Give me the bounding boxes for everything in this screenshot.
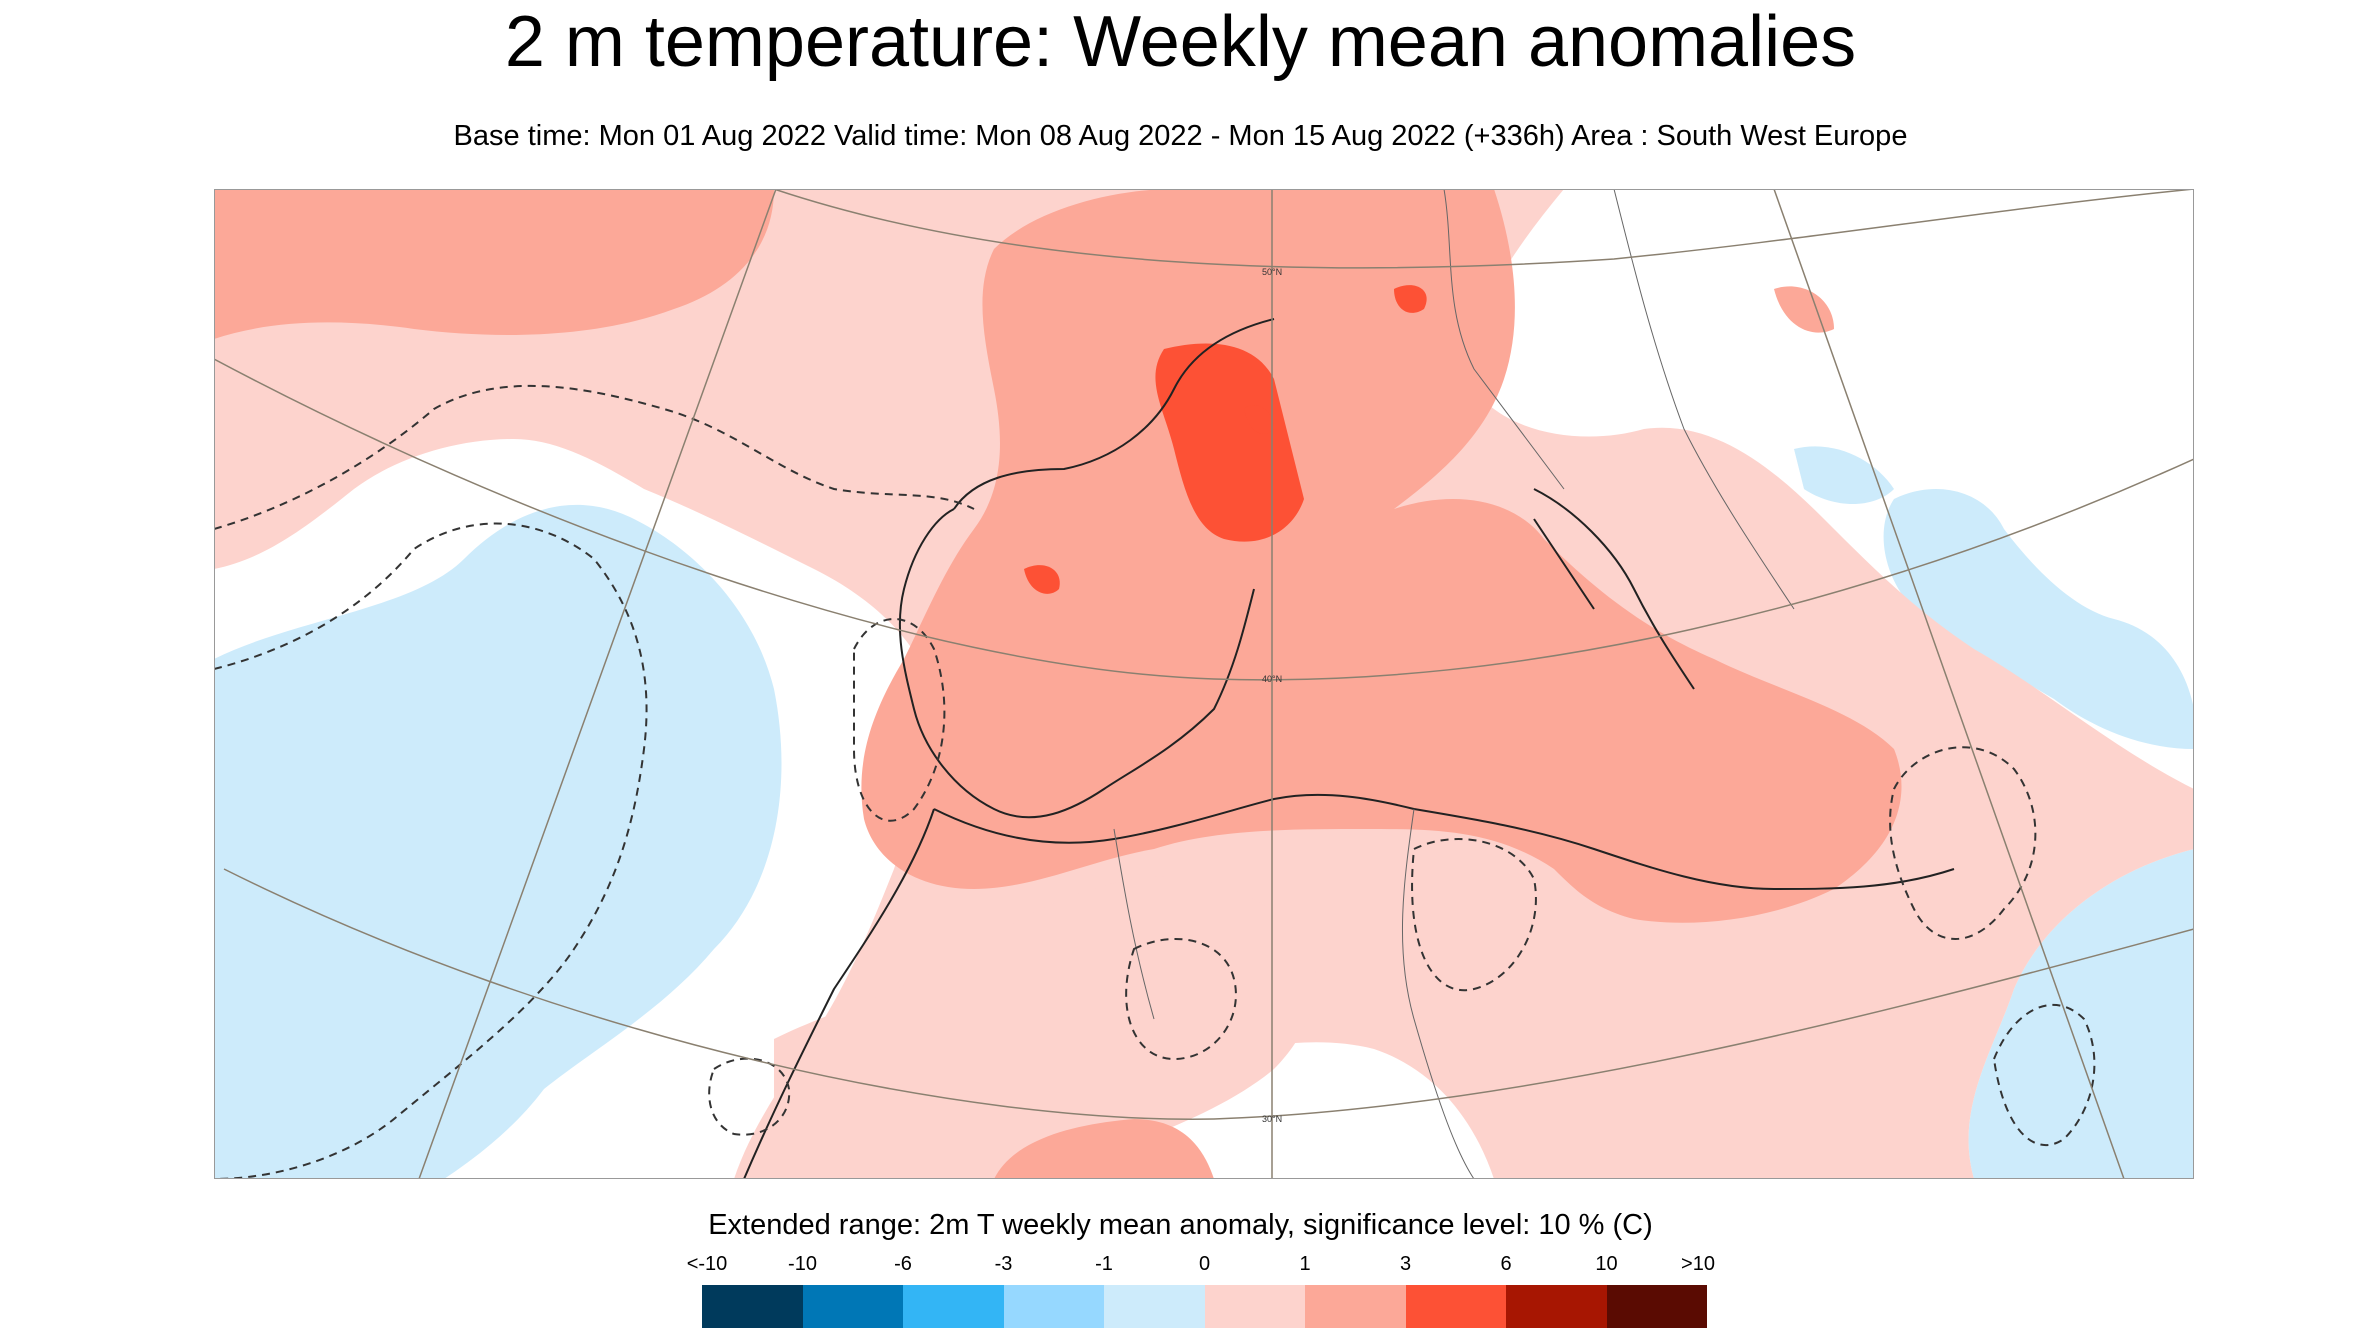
meridian-west [418, 189, 777, 1179]
legend-swatch [903, 1285, 1004, 1328]
map-subtitle: Base time: Mon 01 Aug 2022 Valid time: M… [453, 120, 1908, 152]
parallel-50n [773, 189, 2194, 269]
anomaly-region-sahara-warm [994, 1119, 1214, 1179]
anomaly-region-hot-iberia [1244, 405, 1274, 434]
legend-swatch [1104, 1285, 1205, 1328]
graticule-label-50n: 50°N [1262, 267, 1282, 277]
anomaly-region-hot-northeast [1394, 285, 1427, 313]
graticule-label-40n: 40°N [1262, 674, 1282, 684]
anomaly-region-hot-galicia [1024, 565, 1060, 594]
legend-swatch [1204, 1285, 1305, 1328]
graticule [214, 189, 2194, 1179]
graticule-label-30n: 30°N [1262, 1114, 1282, 1124]
coastline-iberia-france [898, 318, 1275, 819]
legend-tick: 1 [1299, 1253, 1311, 1275]
parallel-40n [214, 358, 2194, 681]
legend-swatch [1606, 1285, 1707, 1328]
legend-swatch [1405, 1285, 1506, 1328]
legend-tick: 10 [1595, 1253, 1618, 1275]
legend-swatch [702, 1285, 803, 1328]
anomaly-region-balkan-cold [1794, 446, 1894, 504]
anomaly-region-north-atlantic-warm [214, 189, 774, 339]
legend-title: Extended range: 2m T weekly mean anomaly… [708, 1209, 1653, 1241]
legend-swatch [1305, 1285, 1406, 1328]
anomaly-region-central-europe-warm [1774, 286, 1834, 333]
anomaly-region-hot-france [1155, 343, 1304, 542]
coastline-north-africa [933, 793, 1955, 891]
legend-tick: -6 [894, 1253, 912, 1275]
coastlines [743, 318, 1955, 1179]
legend-swatch [1506, 1285, 1607, 1328]
legend-color-bar [702, 1285, 1707, 1328]
anomaly-region-aegean-cold [1883, 489, 2194, 749]
legend-tick: 3 [1399, 1253, 1412, 1275]
legend-ticks: <-10 -10 -6 -3 -1 0 1 3 6 10 >10 [687, 1252, 1715, 1280]
borders [1113, 189, 1795, 1179]
legend-tick: 6 [1500, 1253, 1512, 1275]
anomaly-region-africa-warm [774, 876, 1316, 1179]
legend-tick: -10 [788, 1253, 817, 1275]
parallel-30n [223, 868, 2194, 1120]
map-title: 2 m temperature: Weekly mean anomalies [504, 2, 1857, 82]
legend-swatch [802, 1285, 903, 1328]
legend-tick: <-10 [686, 1253, 728, 1275]
significance-contours [214, 384, 2096, 1179]
legend-tick: -3 [994, 1253, 1013, 1275]
meridian-east [1773, 189, 2125, 1179]
legend-swatch [1003, 1285, 1104, 1328]
anomaly-region-se-cold [1968, 849, 2194, 1179]
legend-tick: -1 [1095, 1253, 1113, 1275]
anomaly-map: 50°N 40°N 30°N [214, 189, 2194, 1179]
color-legend: <-10 -10 -6 -3 -1 0 1 3 6 10 >10 [687, 1252, 1715, 1328]
coastline-italy [1533, 488, 1695, 690]
anomaly-region-warm-medium [861, 189, 1902, 923]
legend-tick: 0 [1198, 1253, 1211, 1275]
map-frame [214, 189, 2194, 1179]
legend-tick: >10 [1681, 1253, 1715, 1275]
coastline-africa-west [743, 808, 935, 1179]
anomaly-region-atlantic-cold [214, 504, 782, 1179]
